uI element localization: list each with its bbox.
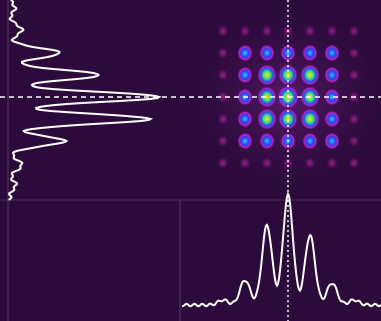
spot <box>324 110 340 128</box>
spot <box>348 68 360 81</box>
spot <box>324 66 340 84</box>
spot <box>304 156 316 169</box>
spot <box>261 24 273 37</box>
spot <box>302 132 318 150</box>
spot <box>217 156 229 169</box>
spot <box>300 64 320 86</box>
spot <box>239 156 251 169</box>
spot <box>217 134 229 147</box>
spot <box>348 112 360 125</box>
spot <box>217 46 229 59</box>
spot <box>237 66 253 84</box>
spot <box>239 24 251 37</box>
spot <box>217 68 229 81</box>
spot <box>261 156 273 169</box>
spot <box>326 156 338 169</box>
spot <box>282 156 294 169</box>
spot <box>348 46 360 59</box>
interference-image <box>0 0 381 321</box>
spot <box>348 24 360 37</box>
spot <box>348 134 360 147</box>
spot <box>237 110 253 128</box>
spot <box>326 24 338 37</box>
spot <box>348 156 360 169</box>
spot <box>304 24 316 37</box>
spot <box>217 24 229 37</box>
spot <box>257 64 277 86</box>
spot <box>237 132 253 150</box>
spot <box>324 132 340 150</box>
spot <box>257 108 277 130</box>
spot <box>217 112 229 125</box>
spot <box>237 44 253 62</box>
spot <box>259 132 275 150</box>
spot <box>259 44 275 62</box>
spot <box>324 44 340 62</box>
spot <box>300 108 320 130</box>
spot <box>302 44 318 62</box>
